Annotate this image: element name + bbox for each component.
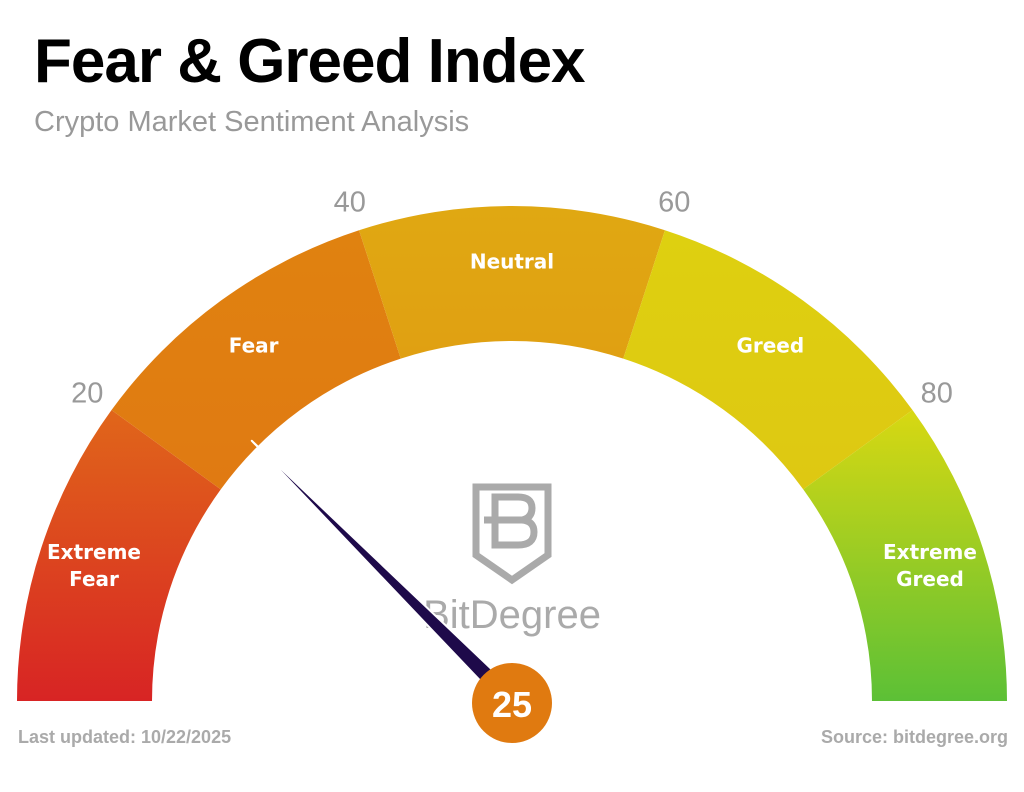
shield-icon [472,483,552,585]
segment-label-greed: Greed [736,333,804,357]
tick-label-20: 20 [71,377,103,409]
segment-extreme-greed [803,410,1007,701]
segment-greed [623,230,913,490]
segment-fear [111,230,401,490]
tick-label-80: 80 [921,377,953,409]
gauge-needle [250,439,520,709]
value-label: 25 [492,684,532,725]
segment-neutral [359,205,665,359]
tick-label-40: 40 [334,187,366,219]
segment-extreme-fear [17,410,221,701]
source-credit: Source: bitdegree.org [820,727,1008,747]
last-updated: Last updated: 10/22/2025 [18,727,232,747]
tick-label-60: 60 [658,187,690,219]
segment-label-fear: Fear [229,333,279,357]
page-title: Fear & Greed Index [34,27,586,96]
page-subtitle: Crypto Market Sentiment Analysis [34,106,470,138]
bitdegree-logo: BitDegree [423,483,601,637]
segment-label-extreme-greed: Extreme Greed [883,540,977,591]
segment-label-extreme-fear: Extreme Fear [47,540,141,591]
value-badge [472,663,552,743]
b-letter-icon [484,493,538,549]
segment-label-neutral: Neutral [470,250,554,274]
logo-text: BitDegree [423,593,601,637]
